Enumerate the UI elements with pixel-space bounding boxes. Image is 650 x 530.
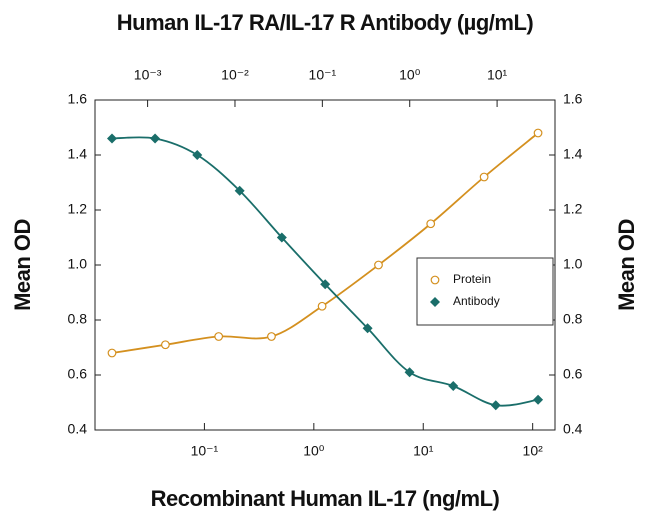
x2-tick-label: 10¹ (487, 67, 508, 83)
y-axis-label: Mean OD (10, 219, 35, 311)
diamond-marker (276, 232, 287, 243)
legend-box (416, 257, 554, 326)
circle-marker (161, 340, 170, 350)
circle-marker (317, 301, 327, 311)
circle-marker (267, 332, 276, 341)
circle-marker (533, 128, 543, 138)
x-tick-label: 10⁰ (303, 443, 325, 459)
x2-tick-label: 10⁻¹ (309, 67, 337, 83)
y2-tick-label: 1.0 (563, 256, 583, 272)
y-tick-label: 1.2 (68, 201, 88, 217)
x-tick-label: 10¹ (413, 443, 434, 459)
y2-axis-label: Mean OD (614, 219, 639, 311)
diamond-marker (150, 133, 161, 144)
legend-marker (430, 297, 440, 307)
circle-marker (214, 332, 224, 341)
x2-tick-label: 10⁻³ (134, 67, 162, 83)
y-tick-label: 0.4 (68, 421, 88, 437)
diamond-marker (362, 323, 373, 334)
legend-label: Antibody (453, 294, 500, 308)
x-axis-label: Recombinant Human IL-17 (ng/mL) (151, 486, 500, 511)
diamond-marker (533, 394, 544, 405)
legend-marker (430, 275, 440, 285)
diamond-marker (192, 150, 203, 160)
chart-title: Human IL-17 RA/IL-17 R Antibody (µg/mL) (117, 10, 534, 35)
diamond-marker (448, 381, 459, 391)
diamond-marker (106, 133, 117, 144)
diamond-marker (234, 185, 245, 196)
circle-marker (479, 172, 489, 182)
circle-marker (426, 219, 436, 229)
circle-marker (374, 260, 383, 270)
y-tick-label: 1.0 (68, 256, 88, 272)
circle-marker (107, 348, 117, 358)
x2-tick-label: 10⁰ (399, 67, 421, 83)
y-tick-label: 1.4 (68, 146, 88, 162)
y-tick-label: 1.6 (68, 91, 88, 107)
y2-tick-label: 0.4 (563, 421, 583, 437)
y2-tick-label: 1.6 (563, 91, 583, 107)
y-tick-label: 0.8 (68, 311, 88, 327)
x2-tick-label: 10⁻² (221, 67, 249, 83)
x-tick-label: 10⁻¹ (191, 443, 219, 459)
x-tick-label: 10² (523, 443, 544, 459)
diamond-marker (320, 279, 331, 290)
y2-tick-label: 1.4 (563, 146, 583, 162)
y2-tick-label: 0.6 (563, 366, 583, 382)
y-tick-label: 0.6 (68, 366, 88, 382)
diamond-marker (490, 400, 501, 411)
y2-tick-label: 0.8 (563, 311, 583, 327)
diamond-marker (404, 367, 415, 378)
y2-tick-label: 1.2 (563, 201, 583, 217)
fit-curve (111, 132, 539, 354)
legend-label: Protein (453, 272, 491, 286)
